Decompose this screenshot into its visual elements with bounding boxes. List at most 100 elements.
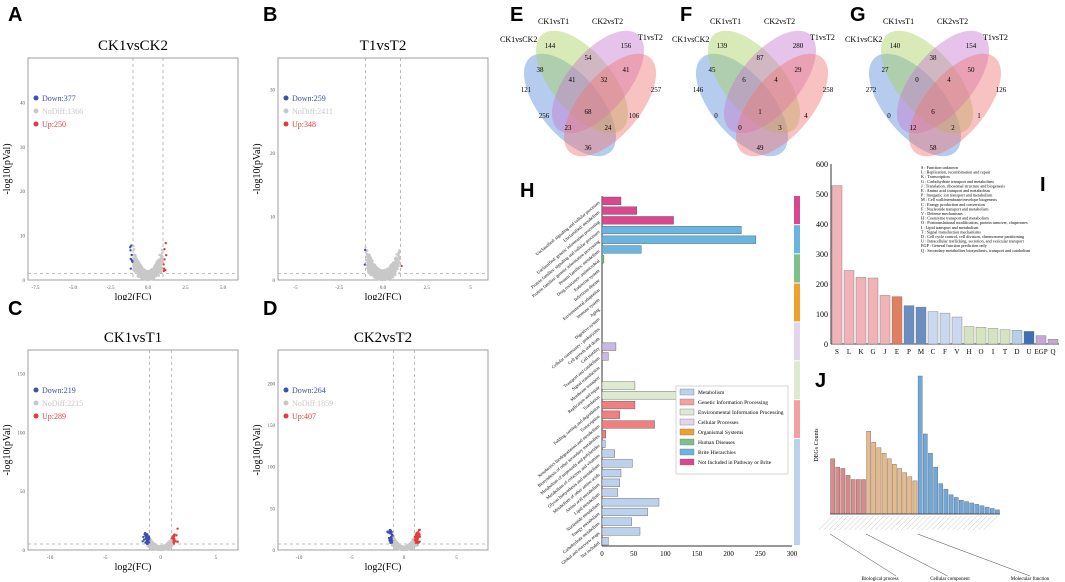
volcano-plot-c: CK1vsT1-10 -5 0 5050100150log2(FC)-log10(pV…	[2, 330, 239, 573]
plot-frame	[27, 349, 239, 551]
data-point	[389, 266, 393, 270]
data-point	[395, 264, 398, 268]
data-point	[369, 269, 372, 273]
data-point	[388, 274, 392, 278]
data-point	[136, 261, 140, 264]
data-point	[148, 273, 151, 276]
data-point	[400, 264, 403, 268]
data-point	[129, 249, 132, 252]
data-point	[137, 271, 141, 274]
y-tick-label: 0	[273, 279, 276, 284]
data-point	[392, 267, 395, 270]
data-point	[365, 249, 369, 252]
x-tick-label: -5.0	[69, 286, 77, 291]
data-point	[164, 241, 167, 245]
data-point	[161, 258, 164, 262]
data-point	[157, 273, 160, 276]
x-tick-label: 0	[159, 556, 162, 561]
data-point	[363, 248, 367, 252]
data-point	[160, 249, 164, 252]
legend-label: Up:250	[42, 120, 66, 129]
data-point	[368, 265, 371, 268]
data-point	[367, 268, 370, 271]
legend-label: Down:259	[292, 94, 326, 103]
legend-marker	[283, 121, 289, 127]
data-point	[134, 262, 138, 265]
legend-marker	[283, 108, 289, 114]
x-tick-label: -5	[293, 286, 298, 291]
volcano-title: CK1vsCK2	[98, 38, 168, 54]
y-tick-label: 50	[20, 490, 26, 495]
panel-label-j: J	[815, 370, 827, 392]
data-point	[157, 267, 161, 270]
data-point	[162, 269, 166, 273]
y-tick-label: 10	[20, 235, 26, 240]
data-point	[363, 263, 366, 266]
y-tick-label: 30	[270, 89, 276, 94]
data-point	[158, 270, 162, 274]
panel-label-i: I	[1040, 174, 1046, 196]
data-point	[135, 266, 139, 270]
data-point	[366, 270, 370, 274]
data-point	[141, 277, 144, 280]
data-point	[134, 271, 138, 275]
panel-label-g: G	[850, 4, 866, 26]
legend-marker	[33, 108, 39, 114]
panel-label-a: A	[8, 4, 23, 26]
x-tick-label: -2.5	[335, 286, 343, 291]
data-point	[132, 263, 135, 267]
x-tick-label: -2.5	[107, 286, 115, 291]
data-point	[160, 252, 164, 255]
data-point	[176, 540, 179, 543]
y-axis-label: -log10(pVal)	[252, 143, 263, 194]
panel-label-b: B	[263, 4, 278, 26]
data-point	[385, 272, 389, 276]
data-point	[163, 247, 166, 251]
data-point	[136, 259, 140, 262]
panel-label-e: E	[510, 4, 524, 26]
data-point	[145, 277, 149, 281]
data-point	[155, 268, 158, 271]
scatter-points	[363, 246, 403, 282]
x-tick-label: -10	[47, 556, 54, 561]
data-point	[398, 250, 401, 254]
data-point	[140, 267, 143, 271]
data-point	[149, 275, 152, 279]
data-point	[156, 262, 159, 266]
data-point	[393, 261, 396, 264]
scatter-points	[128, 241, 168, 282]
legend-marker	[283, 95, 289, 101]
data-point	[160, 256, 163, 260]
volcano-title: T1vsT2	[360, 38, 407, 54]
data-point	[136, 263, 139, 267]
x-tick-label: 5	[469, 286, 472, 291]
y-tick-label: 0	[23, 549, 26, 554]
x-axis-label: log2(FC)	[115, 562, 152, 573]
data-point	[381, 272, 384, 276]
x-tick-label: -5	[103, 556, 108, 561]
data-point	[158, 260, 162, 263]
data-point	[398, 249, 401, 252]
y-axis-label: -log10(pVal)	[2, 424, 13, 475]
data-point	[134, 253, 137, 257]
data-point	[364, 251, 368, 254]
data-point	[371, 268, 375, 271]
data-point	[162, 267, 166, 270]
data-point	[381, 269, 384, 273]
data-point	[398, 272, 401, 275]
data-point	[372, 263, 376, 266]
legend-label: NoDiff:1366	[42, 107, 83, 116]
data-point	[148, 278, 151, 281]
data-point	[397, 261, 401, 265]
x-tick-label: 5	[215, 556, 218, 561]
plot-frame	[277, 57, 489, 281]
volcano-plot-b: T1vsT2-5 -2.5 0.0 2.5 50102030log2(FC)-log10…	[252, 38, 489, 300]
data-point	[132, 245, 135, 248]
data-point	[129, 267, 132, 270]
data-point	[131, 259, 134, 263]
x-tick-label: 2.5	[424, 286, 431, 291]
y-tick-label: 10	[270, 216, 276, 221]
data-point	[161, 261, 164, 264]
data-point	[138, 275, 142, 278]
data-point	[129, 257, 132, 261]
